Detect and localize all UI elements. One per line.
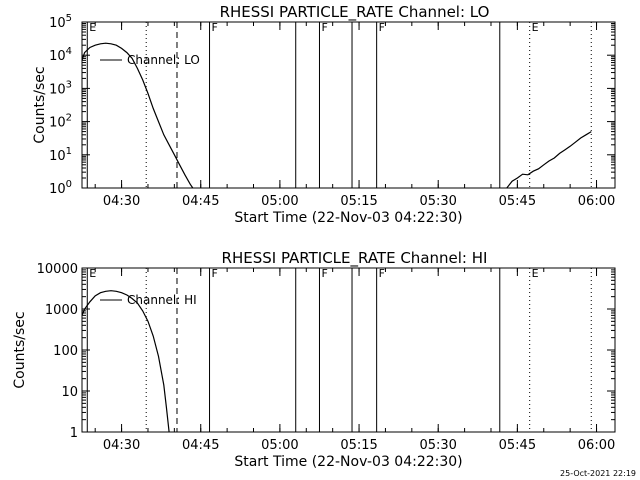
y-tick-label: 103: [49, 79, 72, 97]
x-axis-ticks: 04:30 04:45 05:00 05:15 05:30 05:45 06:00: [94, 268, 615, 453]
data-series: [82, 42, 592, 188]
x-tick-label: 04:30: [103, 194, 140, 209]
marker-label: F: [321, 267, 327, 280]
y-tick-label: 102: [49, 113, 72, 131]
x-axis-label: Start Time (22-Nov-03 04:22:30): [234, 454, 462, 470]
chart-title: RHESSI PARTICLE_RATE Channel: HI: [222, 249, 488, 268]
x-tick-label: 05:30: [419, 438, 456, 453]
marker-label: F: [212, 267, 218, 280]
series-line-2: [506, 131, 592, 188]
y-tick-label: 10: [61, 385, 78, 400]
legend-label: Channel: HI: [127, 293, 197, 307]
marker-label: F: [379, 267, 385, 280]
x-tick-label: 06:00: [578, 438, 615, 453]
y-tick-label: 100: [53, 344, 78, 359]
chart-title: RHESSI PARTICLE_RATE Channel: LO: [220, 3, 490, 22]
x-tick-label: 04:45: [182, 438, 219, 453]
legend: Channel: LO: [100, 53, 200, 67]
y-axis-ticks: 1 10 100 1000 10000: [37, 262, 615, 441]
x-axis-label: Start Time (22-Nov-03 04:22:30): [234, 210, 462, 226]
chart-panel-1: RHESSI PARTICLE_RATE Channel: LO10010110…: [32, 3, 616, 226]
y-tick-label: 104: [49, 46, 72, 64]
footer-timestamp: 25-Oct-2021 22:19: [560, 469, 636, 478]
series-line-1: [82, 42, 194, 188]
y-axis-ticks: 100 101 102 103 104 105: [49, 13, 615, 197]
y-tick-label: 101: [49, 146, 72, 164]
x-tick-label: 05:00: [261, 194, 298, 209]
marker-label: F: [321, 21, 327, 34]
y-tick-label: 1000: [45, 303, 78, 318]
marker-label: E: [532, 21, 539, 34]
x-tick-label: 05:45: [499, 194, 536, 209]
marker-label: E: [532, 267, 539, 280]
data-series: [82, 290, 170, 432]
legend-label: Channel: LO: [127, 53, 200, 67]
x-tick-label: 05:00: [261, 438, 298, 453]
x-tick-label: 05:45: [499, 438, 536, 453]
legend: Channel: HI: [100, 293, 197, 307]
y-tick-label: 105: [49, 13, 72, 31]
chart-panel-2: RHESSI PARTICLE_RATE Channel: HI 1 10 100 10…: [12, 249, 616, 470]
y-tick-label: 100: [49, 179, 72, 197]
y-axis-label: Counts/sec: [12, 311, 28, 388]
marker-label: E: [89, 267, 96, 280]
plot-frame: [81, 21, 616, 189]
marker-label: E: [89, 21, 96, 34]
y-axis-label: Counts/sec: [32, 66, 48, 143]
marker-label: F: [379, 21, 385, 34]
x-tick-label: 06:00: [578, 194, 615, 209]
x-tick-label: 05:15: [340, 194, 377, 209]
x-tick-label: 05:15: [340, 438, 377, 453]
x-axis-ticks: 04:30 04:45 05:00 05:15 05:30 05:45 06:00: [94, 22, 615, 209]
x-tick-label: 05:30: [419, 194, 456, 209]
y-tick-label: 10000: [37, 262, 78, 277]
series-line-1: [82, 290, 170, 432]
x-tick-label: 04:30: [103, 438, 140, 453]
y-tick-label: 1: [70, 426, 78, 441]
marker-label: F: [212, 21, 218, 34]
x-tick-label: 04:45: [182, 194, 219, 209]
